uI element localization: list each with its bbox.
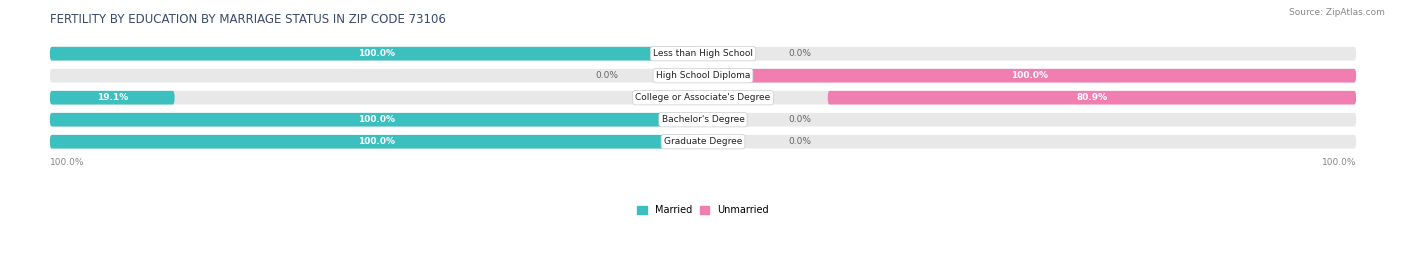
Text: 100.0%: 100.0% (1011, 71, 1047, 80)
FancyBboxPatch shape (828, 91, 1357, 105)
Text: 100.0%: 100.0% (359, 137, 395, 146)
Text: Source: ZipAtlas.com: Source: ZipAtlas.com (1289, 8, 1385, 17)
FancyBboxPatch shape (49, 47, 1357, 61)
Text: Less than High School: Less than High School (652, 49, 754, 58)
Text: 100.0%: 100.0% (49, 158, 84, 167)
FancyBboxPatch shape (49, 91, 174, 105)
Text: 0.0%: 0.0% (787, 115, 811, 124)
Text: Bachelor's Degree: Bachelor's Degree (662, 115, 744, 124)
FancyBboxPatch shape (49, 69, 1357, 83)
Text: FERTILITY BY EDUCATION BY MARRIAGE STATUS IN ZIP CODE 73106: FERTILITY BY EDUCATION BY MARRIAGE STATU… (49, 13, 446, 26)
Text: 0.0%: 0.0% (787, 137, 811, 146)
Text: 0.0%: 0.0% (787, 49, 811, 58)
FancyBboxPatch shape (49, 47, 703, 61)
FancyBboxPatch shape (49, 135, 703, 148)
Legend: Married, Unmarried: Married, Unmarried (633, 201, 773, 219)
Text: 0.0%: 0.0% (595, 71, 619, 80)
Text: 100.0%: 100.0% (1322, 158, 1357, 167)
FancyBboxPatch shape (49, 113, 703, 126)
Text: College or Associate's Degree: College or Associate's Degree (636, 93, 770, 102)
FancyBboxPatch shape (49, 91, 1357, 105)
FancyBboxPatch shape (703, 69, 1357, 83)
Text: 80.9%: 80.9% (1077, 93, 1108, 102)
FancyBboxPatch shape (49, 135, 1357, 148)
Text: 100.0%: 100.0% (359, 115, 395, 124)
Text: High School Diploma: High School Diploma (655, 71, 751, 80)
Text: 19.1%: 19.1% (97, 93, 128, 102)
Text: 100.0%: 100.0% (359, 49, 395, 58)
FancyBboxPatch shape (49, 113, 1357, 126)
Text: Graduate Degree: Graduate Degree (664, 137, 742, 146)
